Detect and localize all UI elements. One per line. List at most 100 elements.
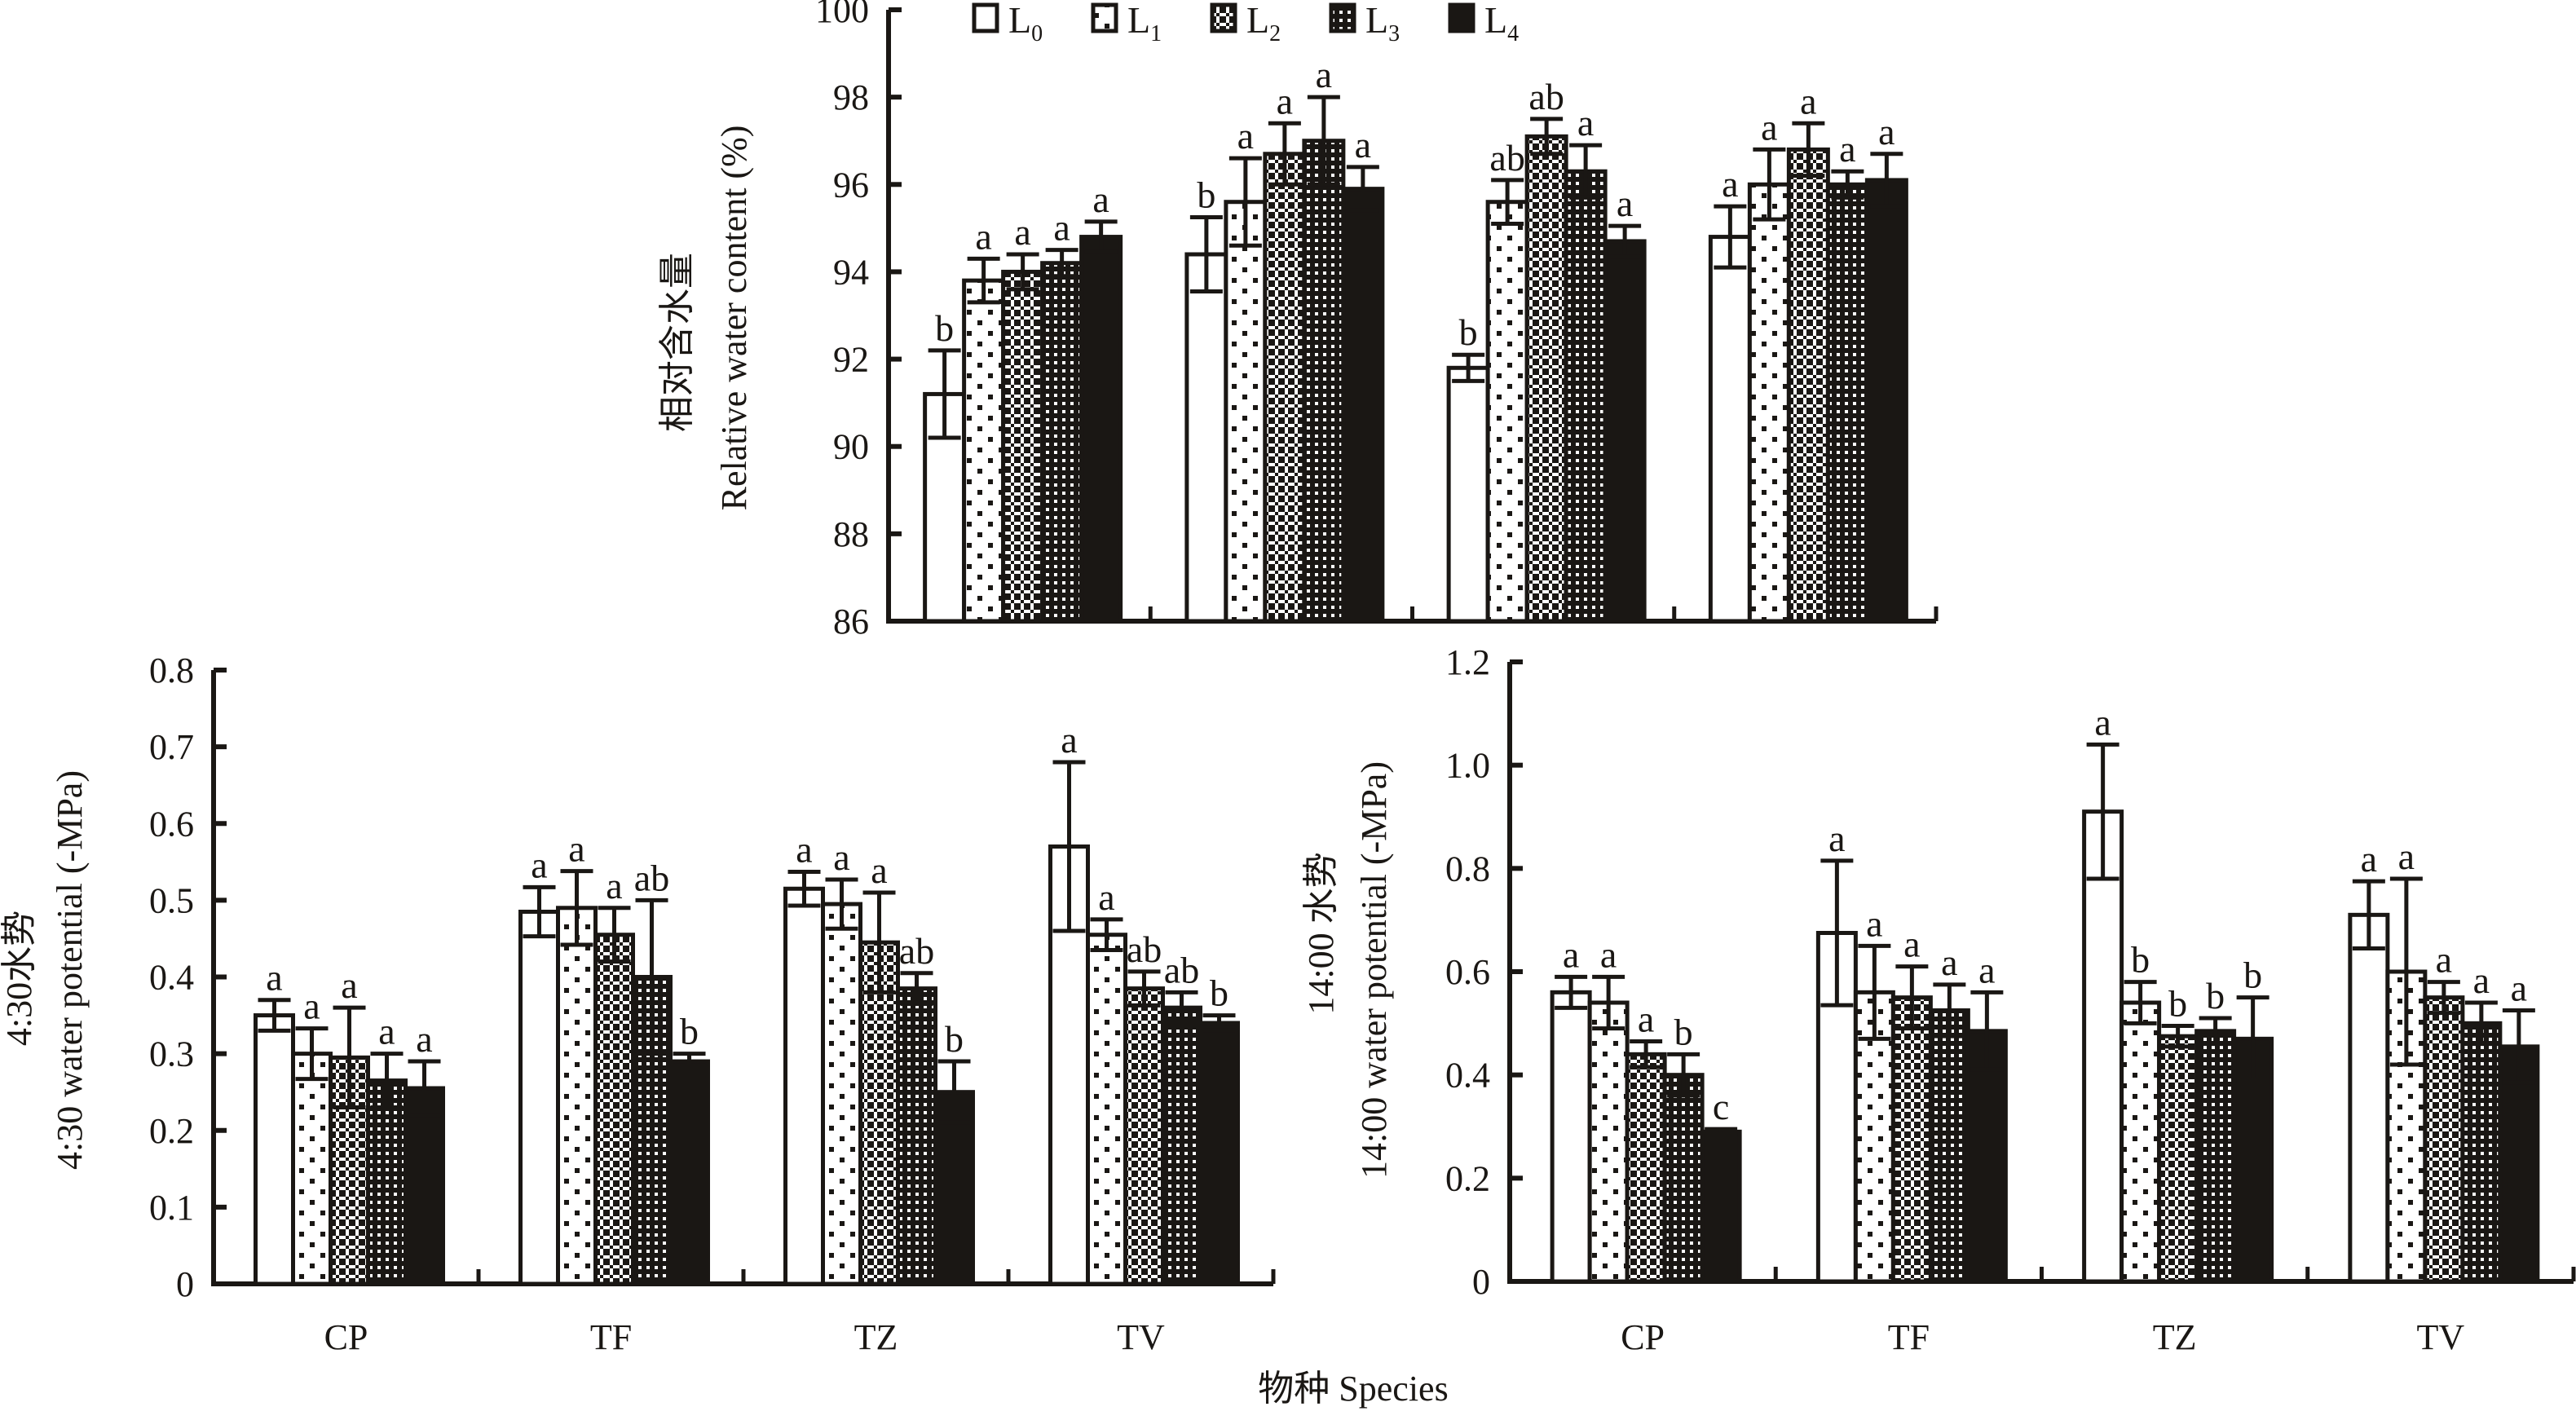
bar-l1-cp bbox=[962, 278, 1006, 624]
significance-letter: a bbox=[1617, 183, 1633, 224]
significance-letter: b bbox=[1197, 174, 1215, 215]
significance-letter: a bbox=[833, 836, 849, 878]
significance-letter: a bbox=[1878, 111, 1895, 152]
bar-l3-tv bbox=[2460, 1021, 2503, 1284]
significance-letter: a bbox=[871, 849, 887, 891]
significance-letter: a bbox=[416, 1018, 432, 1060]
category-label: TZ bbox=[2153, 1317, 2197, 1357]
y-tick-label: 0.6 bbox=[1445, 952, 1490, 992]
significance-letter: a bbox=[2511, 968, 2527, 1009]
y-tick-label: 94 bbox=[833, 252, 869, 292]
significance-letter: a bbox=[2361, 838, 2377, 880]
bar-l4-tz bbox=[1603, 239, 1647, 624]
significance-letter: b bbox=[680, 1011, 699, 1052]
significance-letter: a bbox=[266, 957, 282, 999]
significance-letter: a bbox=[1903, 924, 1920, 965]
bar-l0-tf bbox=[1184, 252, 1228, 624]
bar-l4-cp bbox=[1700, 1129, 1742, 1284]
category-label: TF bbox=[590, 1317, 632, 1357]
y-tick-label: 0.2 bbox=[149, 1111, 194, 1151]
y-tick-label: 0.4 bbox=[149, 958, 194, 998]
legend-item-l1: L1 bbox=[1091, 0, 1162, 46]
significance-letter: ab bbox=[1528, 76, 1564, 117]
legend-label: L2 bbox=[1246, 0, 1281, 46]
significance-letter: a bbox=[1316, 54, 1332, 95]
significance-letter: a bbox=[1014, 211, 1030, 253]
significance-letter: a bbox=[1237, 115, 1254, 157]
bar-l2-tf bbox=[593, 933, 635, 1286]
bar-l1-cp bbox=[1587, 1000, 1630, 1284]
x-axis-title: 物种 Species bbox=[1258, 1369, 1448, 1409]
significance-letter: a bbox=[1061, 719, 1077, 761]
significance-letter: a bbox=[2473, 959, 2490, 1001]
significance-letter: a bbox=[378, 1011, 395, 1052]
significance-letter: b bbox=[2206, 975, 2225, 1016]
bar-l4-tf bbox=[1341, 187, 1385, 624]
bar-l2-tf bbox=[1890, 995, 1933, 1284]
legend-item-l2: L2 bbox=[1210, 0, 1281, 46]
significance-letter: a bbox=[1866, 902, 1882, 944]
significance-letter: a bbox=[1577, 102, 1594, 143]
bar-l4-tv bbox=[2498, 1044, 2540, 1284]
bar-l2-tf bbox=[1263, 152, 1307, 624]
bar-l4-tv bbox=[1198, 1021, 1240, 1286]
bar-l0-tv bbox=[2348, 912, 2390, 1284]
y-tick-label: 88 bbox=[833, 514, 869, 554]
y-axis-title: 14:00 water potential (-MPa) bbox=[1354, 761, 1394, 1179]
bar-l0-cp bbox=[1550, 990, 1592, 1284]
legend-swatch bbox=[1448, 2, 1475, 33]
significance-letter: ab bbox=[1489, 137, 1524, 179]
bar-l3-tf bbox=[1928, 1008, 1970, 1284]
bar-l0-tv bbox=[1708, 235, 1752, 624]
y-axis-title-cn: 4:30水势 bbox=[0, 911, 39, 1046]
significance-letter: a bbox=[796, 829, 812, 871]
significance-letter: a bbox=[1600, 933, 1617, 975]
bar-l1-tv bbox=[1086, 933, 1127, 1286]
legend: L0 L1 L2 L3 L4 bbox=[972, 0, 1519, 46]
significance-letter: c bbox=[1713, 1086, 1729, 1127]
significance-letter: a bbox=[1800, 80, 1816, 121]
bar-l1-tf bbox=[1224, 200, 1268, 624]
y-tick-label: 0.8 bbox=[1445, 849, 1490, 889]
y-tick-label: 0 bbox=[176, 1264, 194, 1304]
y-axis-title: Relative water content (%) bbox=[714, 126, 754, 511]
bar-l2-tv bbox=[2423, 995, 2465, 1284]
bar-l2-tv bbox=[1786, 147, 1830, 624]
significance-letter: a bbox=[1053, 207, 1070, 249]
y-tick-label: 100 bbox=[815, 0, 869, 30]
significance-letter: ab bbox=[899, 930, 934, 972]
significance-letter: a bbox=[531, 844, 547, 885]
bar-l4-cp bbox=[1079, 235, 1123, 624]
bar-l0-tz bbox=[783, 886, 825, 1286]
bar-l3-tf bbox=[1302, 139, 1346, 624]
category-label: TF bbox=[1888, 1317, 1930, 1357]
significance-letter: a bbox=[1638, 999, 1654, 1040]
bar-l1-tz bbox=[1485, 200, 1529, 624]
bar-l3-tv bbox=[1825, 182, 1869, 624]
bar-l3-tv bbox=[1161, 1005, 1202, 1286]
significance-letter: a bbox=[341, 964, 357, 1006]
y-tick-label: 92 bbox=[833, 340, 869, 380]
significance-letter: a bbox=[606, 865, 622, 906]
legend-item-l4: L4 bbox=[1448, 0, 1519, 46]
significance-letter: b bbox=[2131, 939, 2150, 981]
y-tick-label: 0.1 bbox=[149, 1188, 194, 1228]
bar-l3-tz bbox=[1564, 169, 1608, 624]
category-label: TZ bbox=[854, 1317, 898, 1357]
bar-l0-cp bbox=[254, 1013, 295, 1286]
significance-letter: a bbox=[1761, 106, 1777, 148]
y-tick-label: 1.2 bbox=[1445, 642, 1490, 682]
legend-item-l3: L3 bbox=[1329, 0, 1400, 46]
bar-l2-tz bbox=[1524, 134, 1568, 624]
significance-letter: a bbox=[1978, 949, 1995, 990]
significance-letter: a bbox=[1563, 933, 1579, 975]
significance-letter: a bbox=[303, 986, 320, 1027]
significance-letter: a bbox=[1722, 163, 1738, 205]
significance-letter: b bbox=[935, 307, 954, 349]
y-tick-label: 0.7 bbox=[149, 727, 194, 767]
bar-l1-tv bbox=[1747, 182, 1791, 624]
chart-water-potential-1400: 14:00 水势 14:00 water potential (-MPa) 0 0… bbox=[1301, 642, 2576, 1357]
y-axis-title: 4:30 water potential (-MPa) bbox=[50, 770, 90, 1170]
significance-letter: b bbox=[1459, 311, 1478, 353]
category-label: CP bbox=[1621, 1317, 1665, 1357]
